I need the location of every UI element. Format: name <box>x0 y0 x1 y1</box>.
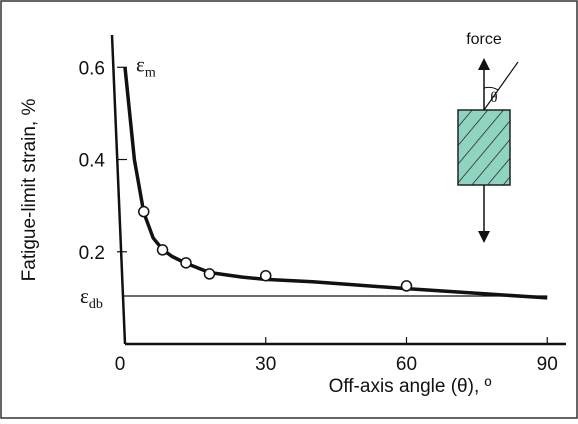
x-tick-label: 90 <box>537 354 558 375</box>
y-tick-label: 0.2 <box>79 243 105 264</box>
y-tick-label: 0.4 <box>79 151 106 172</box>
annotation: εm <box>136 52 156 80</box>
y-axis <box>110 34 127 345</box>
data-point <box>138 205 150 218</box>
specimen <box>457 109 511 186</box>
data-point <box>180 257 192 269</box>
annotation-symbol: ε <box>80 284 89 308</box>
x-tick-label: 0 <box>115 354 126 375</box>
y-tick-label: 0.6 <box>79 58 105 79</box>
y-axis-label: Fatigue-limit strain, % <box>19 99 40 282</box>
angle-label: θ <box>490 90 497 106</box>
data-point <box>259 269 272 282</box>
data-point <box>156 244 169 256</box>
annotation-subscript: m <box>145 65 156 80</box>
angle-arc <box>483 86 499 91</box>
x-tick-label: 60 <box>396 354 417 375</box>
annotation-symbol: ε <box>136 52 145 76</box>
x-tick-label: 30 <box>255 354 276 375</box>
annotation-subscript: db <box>89 297 103 312</box>
force-label: force <box>466 31 502 48</box>
data-point <box>400 280 413 292</box>
x-axis-label: Off-axis angle (θ), º <box>329 376 492 397</box>
inset: force θ <box>457 31 519 243</box>
data-point <box>203 268 216 280</box>
annotation: εdb <box>80 284 103 312</box>
fiber-direction <box>483 61 519 111</box>
